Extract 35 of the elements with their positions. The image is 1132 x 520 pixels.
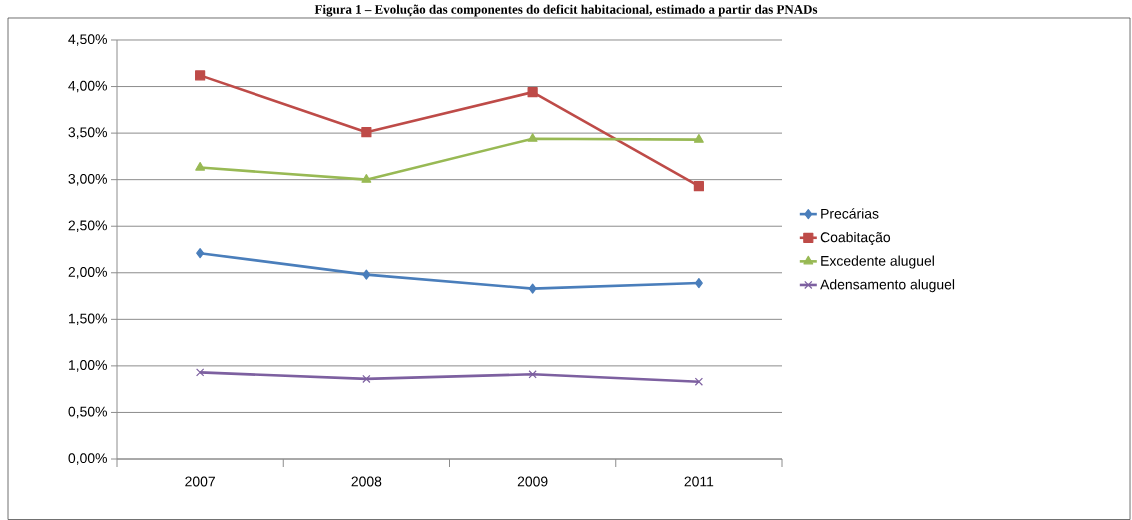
point	[361, 174, 372, 183]
x-tick-label: 2009	[517, 476, 548, 487]
y-tick-label: 4,50%	[68, 34, 107, 46]
chart-title: Figura 1 – Evolução das componentes do deficit habitacional, estimado a partir das PNADs	[314, 4, 818, 17]
point	[362, 374, 371, 384]
point	[528, 283, 537, 294]
legend-label: Excedente aluguel	[821, 255, 934, 269]
point	[195, 70, 206, 81]
point	[196, 248, 205, 259]
legend-label: Coabitação	[820, 231, 891, 246]
point	[693, 181, 704, 192]
y-tick-label: 4,00%	[68, 80, 107, 93]
x-tick-label: 2008	[351, 476, 382, 487]
x-tick-label: 2011	[684, 476, 714, 487]
y-tick-label: 0,50%	[68, 406, 107, 419]
point	[527, 87, 538, 98]
point	[362, 269, 371, 280]
x-tick-label: 2007	[185, 476, 215, 487]
y-tick-label: 2,50%	[68, 220, 107, 232]
y-tick-label: 1,50%	[68, 313, 107, 326]
y-tick-label: 0,00%	[68, 453, 107, 465]
point	[527, 133, 538, 142]
legend-label: Adensamento aluguel	[820, 279, 955, 293]
point	[528, 370, 537, 379]
legend-label: Precárias	[821, 208, 879, 219]
point	[195, 161, 206, 171]
y-tick-label: 2,00%	[68, 267, 107, 279]
point	[361, 127, 372, 138]
y-tick-label: 3,00%	[68, 173, 107, 186]
point	[195, 368, 205, 377]
point	[694, 277, 703, 289]
y-tick-label: 1,00%	[68, 360, 107, 372]
point	[694, 377, 704, 386]
y-tick-label: 3,50%	[68, 127, 107, 139]
point	[693, 134, 704, 143]
